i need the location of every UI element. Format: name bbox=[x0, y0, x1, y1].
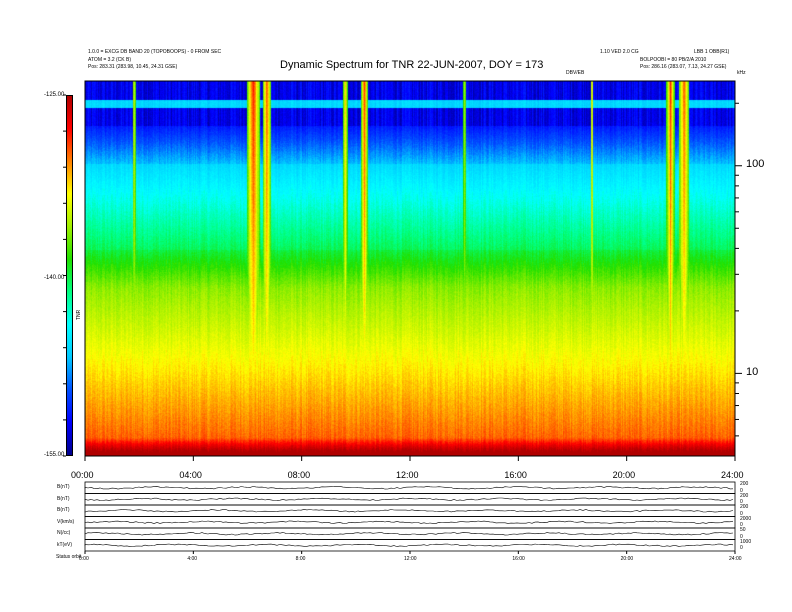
lower-x-tick-label: 20:00 bbox=[620, 556, 634, 562]
lower-panel-label: V(km/s) bbox=[57, 518, 75, 525]
corner-unit-label: kHz bbox=[737, 70, 746, 76]
lower-panel-frame bbox=[84, 516, 736, 529]
colorbar-tick-mid: -140.00 bbox=[44, 275, 65, 281]
lower-panel-right-tick: 0 bbox=[740, 487, 743, 494]
x-tick-label: 20:00 bbox=[612, 470, 636, 480]
lower-panel-trace bbox=[84, 543, 734, 547]
lower-panel-trace bbox=[84, 509, 734, 513]
y-tick-10: 10 bbox=[746, 366, 759, 378]
lower-panel-trace bbox=[84, 486, 734, 490]
lower-panel-right-tick: 2000 bbox=[740, 515, 752, 522]
dynamic-spectrum-heatmap bbox=[85, 81, 735, 456]
header-left-line2: ATOM = 3.2 (CK B) bbox=[88, 57, 132, 63]
chart-title: Dynamic Spectrum for TNR 22-JUN-2007, DO… bbox=[280, 59, 544, 71]
colorbar-tick-top: -125.00 bbox=[44, 92, 65, 98]
lower-panel-right-tick: 50 bbox=[740, 527, 746, 533]
x-tick-label: 12:00 bbox=[396, 470, 419, 480]
lower-panel-label: B(nT) bbox=[57, 484, 70, 490]
x-tick-label: 08:00 bbox=[287, 470, 311, 480]
x-tick-label: 24:00 bbox=[721, 470, 744, 480]
lower-panel-right-tick: 200 bbox=[740, 492, 749, 499]
plot-frame bbox=[84, 80, 736, 457]
lower-panel-label: B(nT) bbox=[57, 507, 70, 513]
lower-panel-label: B(nT) bbox=[57, 495, 70, 502]
header-right-line3: Pos: 286.16 (283.07, 7.13, 24.27 GSE) bbox=[640, 64, 727, 70]
lower-panel-trace bbox=[84, 497, 734, 501]
lower-footer-label: Status orbit bbox=[56, 554, 82, 560]
lower-panel-right-tick: 0 bbox=[740, 533, 743, 540]
lower-panel-right-tick: 200 bbox=[740, 504, 749, 510]
lower-x-tick-label: 24:00 bbox=[729, 556, 742, 562]
header-left-line1: 1.0.0 = EXCG DB BAND 20 (TOPOBOOPS) - 0 … bbox=[88, 49, 222, 55]
y-tick-100: 100 bbox=[746, 158, 765, 170]
lower-panel-frame bbox=[84, 493, 736, 506]
x-tick-label: 00:00 bbox=[71, 470, 94, 480]
lower-panel-trace bbox=[84, 532, 734, 536]
lower-panel-right-tick: 1000 bbox=[740, 538, 752, 545]
lower-x-tick-label: 4:00 bbox=[187, 556, 198, 562]
lower-panel-right-tick: 0 bbox=[740, 499, 743, 505]
lower-x-tick-label: 16:00 bbox=[512, 556, 525, 562]
lower-panel-right-tick: 200 bbox=[740, 481, 749, 487]
lower-panel-label: kT(eV) bbox=[57, 541, 72, 548]
lower-panel-right-tick: 0 bbox=[740, 510, 743, 517]
lower-panel-right-tick: 0 bbox=[740, 522, 743, 528]
lower-panel-right-tick: 0 bbox=[740, 545, 743, 551]
x-tick-label: 04:00 bbox=[179, 470, 202, 480]
x-tick-label: 16:00 bbox=[504, 470, 527, 480]
lower-x-tick-label: 0:00 bbox=[79, 556, 89, 562]
lower-x-tick-label: 8:00 bbox=[295, 556, 306, 562]
lower-panel-label: N(/cc) bbox=[57, 530, 71, 536]
header-right-line2: BOLPOOBI = 80 PB/2/A 2010 bbox=[640, 57, 707, 63]
colorbar bbox=[66, 95, 73, 456]
lower-panel-trace bbox=[84, 520, 734, 524]
header-right-line1: 1.10 VED 2.0 CG bbox=[600, 49, 639, 55]
header-mid-small: DBV/EB bbox=[566, 70, 585, 76]
lower-x-tick-label: 12:00 bbox=[404, 556, 417, 562]
header-right-line1b: LBB 1 OBB(R1) bbox=[694, 49, 730, 55]
colorbar-tick-bottom: -155.00 bbox=[44, 452, 65, 458]
header-left-line3: Pos: 283.31 (283.98, 10.45, 24.31 GSE) bbox=[88, 64, 178, 70]
